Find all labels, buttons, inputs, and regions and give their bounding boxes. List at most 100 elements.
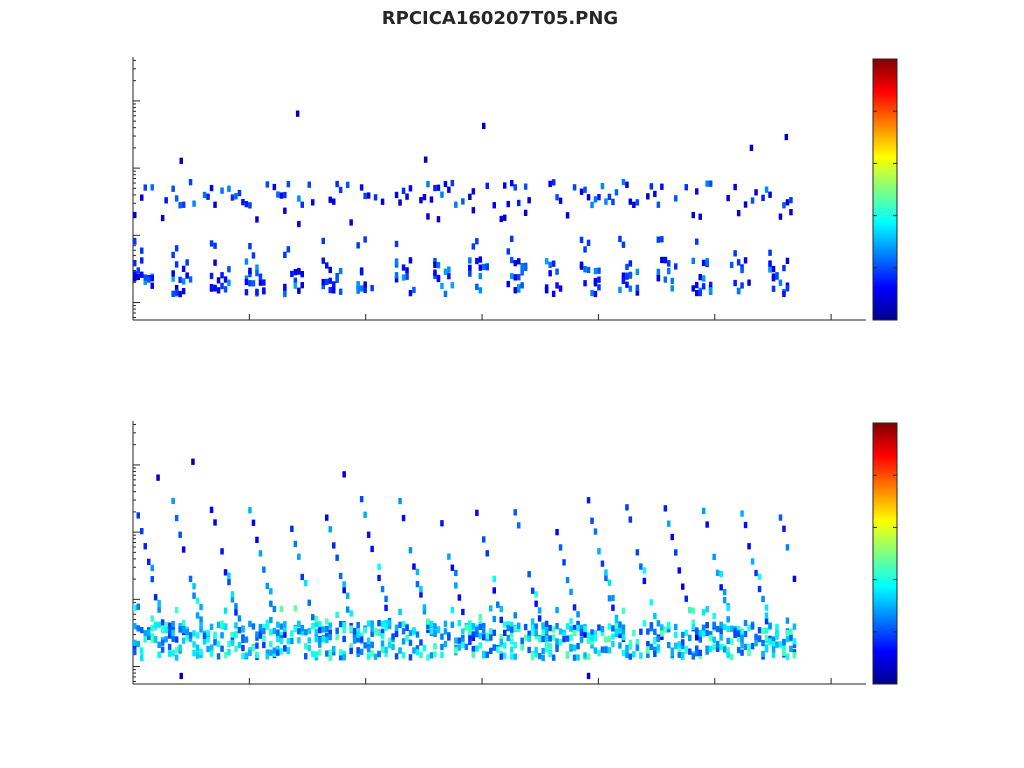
data-cell [181, 626, 186, 634]
data-cell [258, 623, 263, 631]
data-cell [440, 651, 444, 658]
data-cell [681, 643, 685, 650]
data-cell [147, 276, 151, 283]
data-cell [450, 282, 455, 289]
data-cell [290, 270, 294, 278]
data-cell [785, 653, 790, 660]
data-cell [586, 632, 591, 639]
data-cell [394, 630, 399, 638]
data-cell [646, 193, 650, 200]
data-cell [234, 631, 238, 639]
data-cell [625, 272, 629, 279]
data-cell [691, 211, 695, 219]
data-cell [279, 632, 284, 639]
data-cell [174, 646, 179, 653]
data-cell [551, 654, 556, 661]
data-cell [754, 640, 758, 647]
data-cell [736, 646, 741, 654]
data-cell [209, 650, 214, 657]
data-cell [510, 235, 514, 242]
data-cell [380, 629, 385, 636]
data-cell [167, 632, 172, 639]
data-cell [604, 636, 608, 643]
data-cell [457, 594, 462, 601]
data-cell [653, 638, 657, 645]
data-cell [499, 215, 503, 223]
data-cell [325, 650, 329, 657]
data-cell [227, 266, 231, 273]
data-cell [188, 635, 193, 642]
data-cell [729, 625, 734, 632]
data-cell [691, 257, 695, 264]
data-cell [286, 181, 291, 188]
data-cell [607, 647, 612, 654]
data-cell [555, 623, 559, 630]
data-cell [506, 621, 510, 628]
data-cell [342, 621, 346, 629]
data-cell [405, 267, 409, 274]
data-cell [503, 621, 507, 628]
data-cell [174, 285, 179, 292]
data-cell [663, 256, 668, 264]
data-cell [160, 646, 165, 653]
data-cell [750, 623, 755, 630]
data-cell [318, 636, 322, 643]
data-cell [646, 651, 650, 658]
data-cell [660, 624, 664, 631]
data-cell [670, 277, 674, 285]
data-cell [248, 270, 252, 278]
data-cell [450, 606, 455, 614]
data-cell [471, 243, 476, 250]
data-cell [412, 627, 416, 635]
data-cell [590, 201, 594, 209]
data-cell [635, 644, 640, 651]
data-cell [220, 632, 224, 639]
data-cell [548, 635, 552, 642]
data-cell [778, 279, 783, 286]
data-cell [482, 627, 486, 634]
data-cell [677, 567, 681, 574]
data-cell [632, 201, 636, 208]
data-cell [541, 623, 545, 630]
data-cell [179, 672, 183, 680]
data-cell [335, 554, 339, 561]
data-cell [412, 647, 416, 654]
data-cell [436, 216, 441, 223]
data-cell [450, 564, 455, 571]
data-cell [576, 620, 580, 628]
data-cell [534, 591, 538, 598]
data-cell [499, 653, 503, 660]
data-cell [136, 603, 140, 610]
data-cell [178, 623, 182, 630]
spectrogram-cells [133, 110, 793, 298]
data-cell [785, 629, 790, 637]
data-cell [729, 638, 734, 645]
data-cell [272, 605, 277, 613]
data-cell [384, 623, 388, 630]
data-cell [209, 184, 214, 192]
data-cell [537, 607, 542, 614]
data-cell [408, 639, 413, 646]
data-cell [398, 497, 402, 505]
data-cell [412, 286, 416, 294]
data-cell [426, 654, 430, 661]
data-cell [778, 641, 783, 648]
data-cell [405, 273, 409, 280]
data-cell [764, 627, 769, 634]
data-cell [300, 271, 304, 278]
data-cell [133, 648, 137, 656]
data-cell [708, 287, 713, 294]
data-cell [789, 209, 793, 216]
data-cell [248, 620, 252, 627]
data-cell [583, 246, 587, 253]
data-cell [628, 198, 633, 205]
data-cell [784, 133, 789, 141]
data-cell [133, 260, 137, 267]
data-cell [757, 573, 762, 580]
data-cell [143, 274, 147, 281]
data-cell [736, 210, 741, 217]
data-cell [771, 646, 776, 653]
data-cell [656, 201, 661, 208]
data-cell [632, 651, 636, 658]
data-cell [701, 259, 706, 266]
